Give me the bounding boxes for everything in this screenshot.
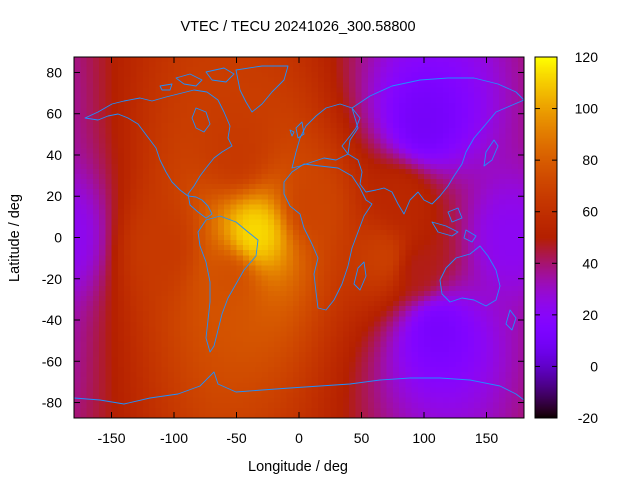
y-tick-label: 20: [46, 188, 62, 204]
coastline-hudson-bay: [191, 107, 211, 133]
x-tick-label: 0: [295, 430, 303, 446]
coastline-australia: [439, 245, 501, 307]
x-axis: -150 -100 -50 0 50 100 150: [97, 57, 498, 446]
coastline-british-isles: [289, 121, 305, 139]
colorbar-tick-label: 80: [582, 152, 598, 168]
y-tick-label: -40: [42, 312, 62, 328]
coastlines: [74, 65, 524, 405]
colorbar-tick-label: 40: [582, 255, 598, 271]
colorbar-tick-label: -20: [578, 410, 598, 426]
x-tick-label: 150: [475, 430, 499, 446]
y-tick-label: 60: [46, 106, 62, 122]
x-tick-label: 100: [412, 430, 436, 446]
coastline-new-zealand: [505, 309, 517, 331]
chart-title: VTEC / TECU 20241026_300.58800: [180, 19, 415, 35]
colorbar-tick-label: 0: [590, 358, 598, 374]
x-tick-label: -100: [160, 430, 188, 446]
colorbar-frame: [534, 56, 558, 419]
colorbar-axis: -20 0 20 40 60 80 100 120: [535, 49, 598, 426]
coastline-europe: [291, 103, 361, 169]
coastline-arctic-islands: [159, 67, 235, 91]
colorbar-tick-label: 20: [582, 307, 598, 323]
x-tick-label: -50: [226, 430, 246, 446]
coastline-africa: [283, 163, 373, 311]
coastline-south-america: [197, 215, 259, 353]
colorbar-tick-label: 100: [575, 101, 599, 117]
colorbar-tick-label: 60: [582, 204, 598, 220]
coastline-antarctica: [74, 371, 524, 405]
heatmap-area: [74, 57, 524, 418]
colorbar-gradient: [535, 57, 557, 418]
y-tick-label: -60: [42, 353, 62, 369]
coastline-madagascar: [353, 261, 367, 291]
y-axis-label: Latitude / deg: [7, 194, 23, 282]
coastline-asia: [347, 77, 524, 215]
colorbar: -20 0 20 40 60 80 100 120: [534, 49, 598, 426]
coastline-north-america: [84, 89, 233, 219]
coastline-southeast-asia-islands: [431, 207, 477, 243]
coastline-japan: [483, 139, 499, 167]
x-tick-label: -150: [97, 430, 125, 446]
x-tick-label: 50: [354, 430, 370, 446]
y-tick-label: -80: [42, 395, 62, 411]
x-axis-label: Longitude / deg: [248, 459, 348, 475]
y-tick-label: 80: [46, 64, 62, 80]
y-tick-label: -20: [42, 271, 62, 287]
coastline-greenland: [235, 65, 289, 113]
y-tick-label: 0: [54, 230, 62, 246]
vtec-heatmap-image: [74, 57, 524, 418]
y-tick-label: 40: [46, 147, 62, 163]
colorbar-tick-label: 120: [575, 49, 599, 65]
y-axis: -80 -60 -40 -20 0 20 40 60 80: [42, 64, 524, 411]
